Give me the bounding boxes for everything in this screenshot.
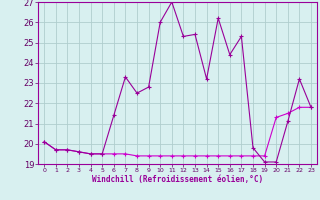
X-axis label: Windchill (Refroidissement éolien,°C): Windchill (Refroidissement éolien,°C) [92,175,263,184]
